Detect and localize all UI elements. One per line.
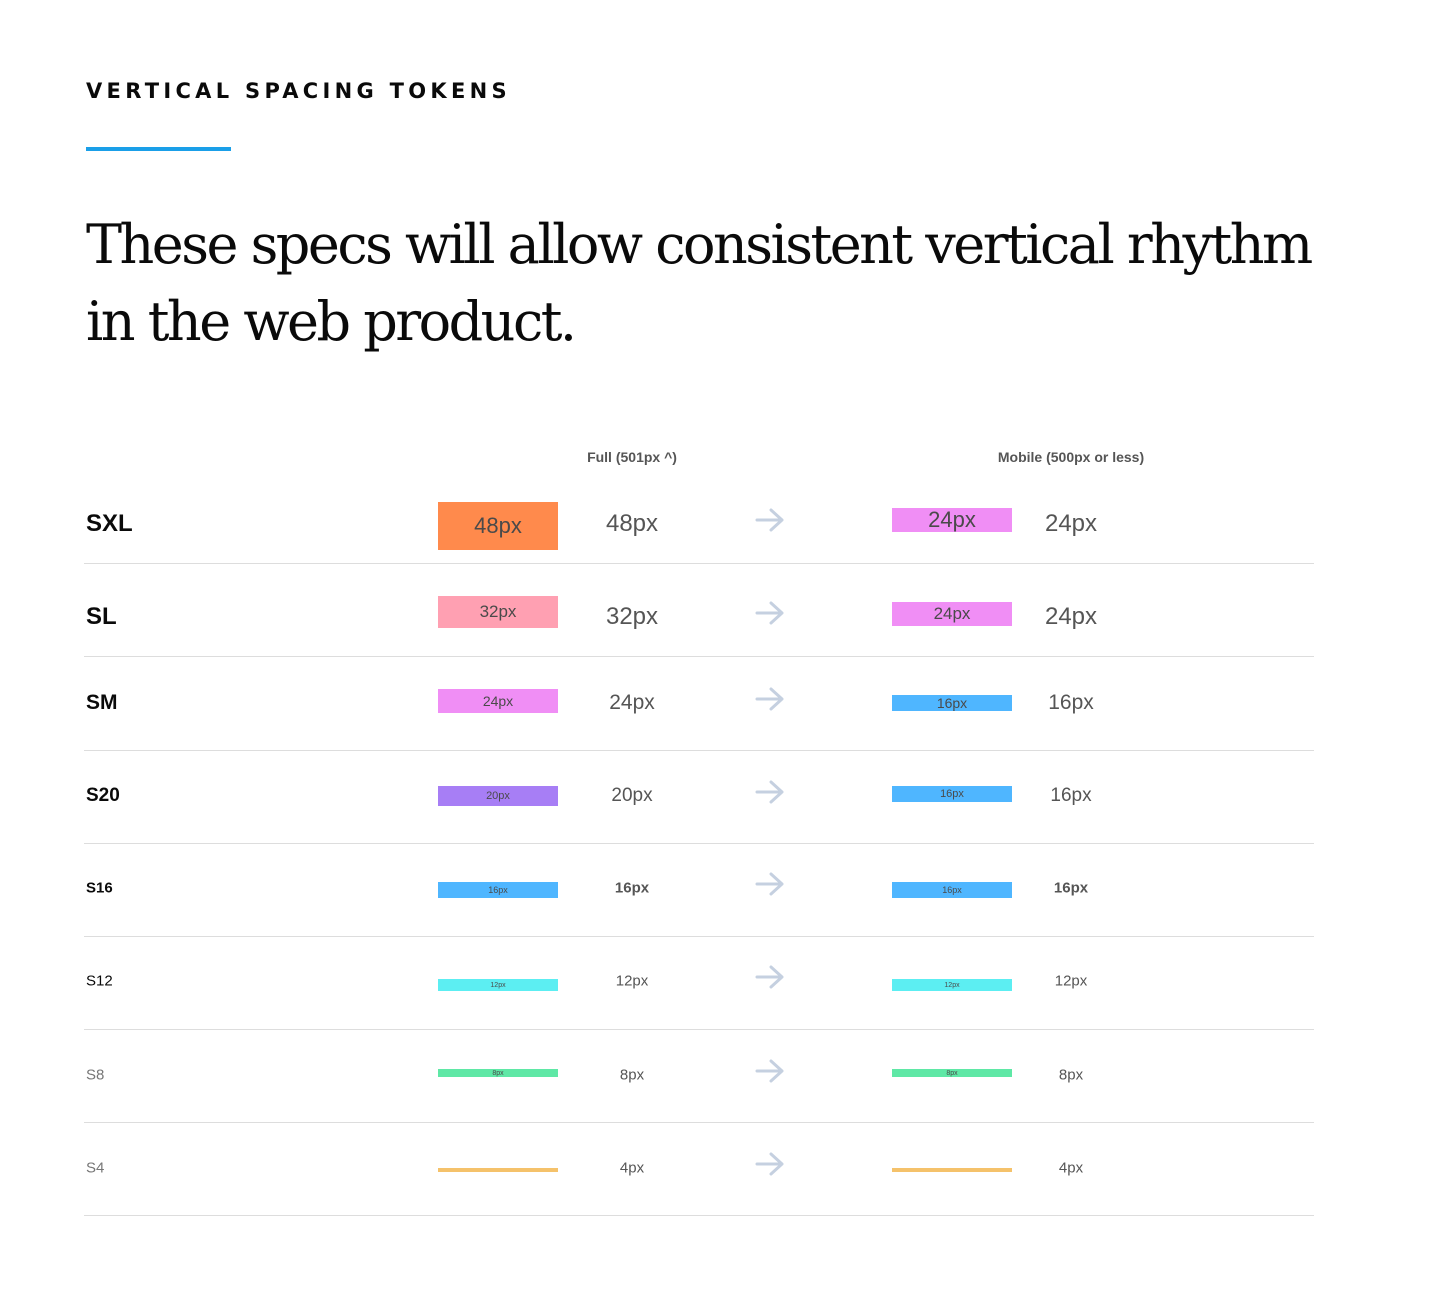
table-row: S20 20px 16px 20px 16px [84, 751, 1314, 844]
token-name: SM [86, 691, 118, 714]
arrow-right-icon [754, 600, 786, 626]
table-row: SXL 48px 24px 48px 24px [84, 470, 1314, 564]
mobile-value: 24px [1044, 510, 1098, 537]
full-value: 24px [609, 691, 655, 714]
table-row: S4 4px 4px [84, 1123, 1314, 1216]
arrow-right-icon [754, 1151, 786, 1177]
mobile-swatch [892, 1168, 1012, 1172]
table-row: SM 24px 16px 24px 16px [84, 657, 1314, 751]
full-swatch: 8px [438, 1069, 558, 1077]
mobile-swatch: 16px [892, 882, 1012, 898]
headline: These specs will allow consistent vertic… [86, 213, 1313, 353]
table-row: SL 32px 24px 32px 24px [84, 564, 1314, 657]
arrow-right-icon [754, 871, 786, 897]
full-swatch: 16px [438, 882, 558, 898]
full-swatch: 12px [438, 979, 558, 991]
token-name: S8 [86, 1066, 105, 1084]
token-name: SL [86, 603, 117, 630]
arrow-right-icon [754, 686, 786, 712]
column-header-full: Full (501px ^) [587, 449, 677, 465]
token-name: SXL [86, 510, 133, 537]
token-name: S12 [86, 972, 113, 990]
table-row: S12 12px 12px 12px 12px [84, 937, 1314, 1030]
full-value: 12px [615, 972, 649, 990]
table-row: S16 16px 16px 16px 16px [84, 844, 1314, 937]
full-swatch: 48px [438, 502, 558, 550]
mobile-value: 4px [1058, 1159, 1084, 1177]
full-swatch [438, 1168, 558, 1172]
mobile-value: 16px [1050, 785, 1092, 806]
eyebrow-title: VERTICAL SPACING TOKENS [86, 79, 511, 103]
table-row: S8 8px 8px 8px 8px [84, 1030, 1314, 1123]
full-value: 8px [619, 1066, 645, 1084]
mobile-value: 24px [1044, 603, 1098, 630]
token-name: S16 [86, 879, 113, 897]
mobile-value: 16px [1048, 691, 1094, 714]
mobile-value: 12px [1054, 972, 1088, 990]
full-value: 20px [611, 785, 653, 806]
arrow-right-icon [754, 964, 786, 990]
mobile-swatch: 16px [892, 695, 1012, 711]
token-name: S20 [86, 785, 120, 806]
arrow-right-icon [754, 1058, 786, 1084]
mobile-swatch: 16px [892, 786, 1012, 802]
mobile-swatch: 12px [892, 979, 1012, 991]
full-swatch: 32px [438, 596, 558, 628]
full-value: 32px [605, 603, 659, 630]
mobile-swatch: 8px [892, 1069, 1012, 1077]
full-swatch: 24px [438, 689, 558, 713]
mobile-value: 8px [1058, 1066, 1084, 1084]
arrow-right-icon [754, 507, 786, 533]
mobile-value: 16px [1053, 879, 1089, 897]
mobile-swatch: 24px [892, 602, 1012, 626]
eyebrow-underline [86, 147, 231, 151]
full-value: 4px [619, 1159, 645, 1177]
token-name: S4 [86, 1159, 105, 1177]
full-value: 16px [614, 879, 650, 897]
full-value: 48px [605, 510, 659, 537]
column-header-mobile: Mobile (500px or less) [997, 449, 1145, 465]
arrow-right-icon [754, 779, 786, 805]
full-swatch: 20px [438, 786, 558, 806]
mobile-swatch: 24px [892, 508, 1012, 532]
